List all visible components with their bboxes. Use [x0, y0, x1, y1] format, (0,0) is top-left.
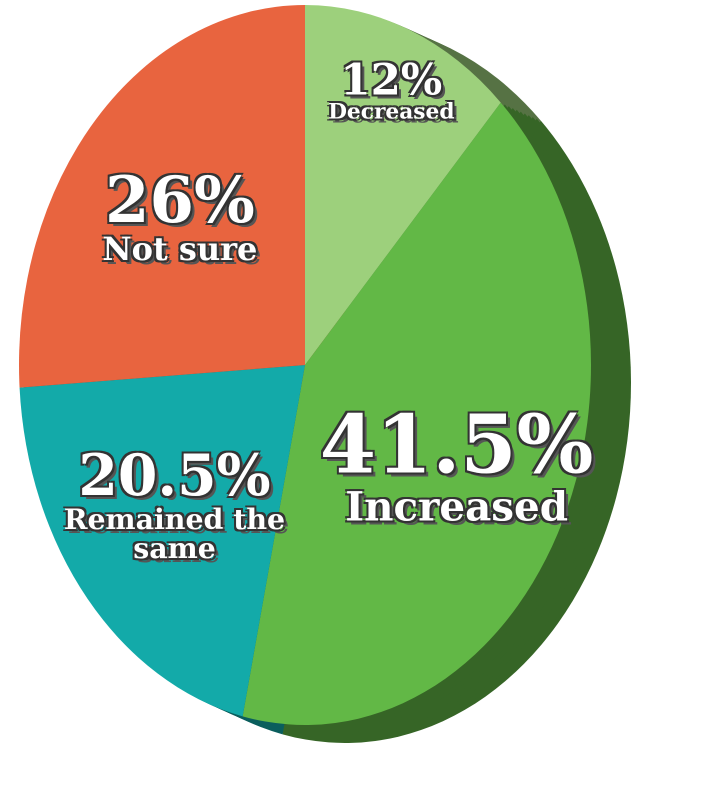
category-label: Remained the same	[63, 502, 286, 565]
slice	[242, 102, 592, 726]
slice-label: 12% Decreased	[276, 53, 506, 125]
category-label: Not sure	[102, 230, 258, 269]
slice-label: 26% Not sure	[65, 163, 295, 269]
slice	[18, 5, 305, 388]
pie-face	[18, 5, 592, 726]
category-label: Increased	[345, 482, 569, 531]
value-label: 12%	[340, 53, 443, 105]
slice-label: 41.5% Increased	[311, 397, 602, 531]
value-label: 20.5%	[78, 443, 271, 510]
slice	[19, 365, 305, 717]
value-label: 26%	[104, 163, 255, 239]
slice	[305, 5, 501, 365]
value-label: 41.5%	[319, 397, 594, 493]
slice-label: 20.5% Remained the same	[60, 448, 290, 562]
category-label: Decreased	[328, 99, 455, 125]
